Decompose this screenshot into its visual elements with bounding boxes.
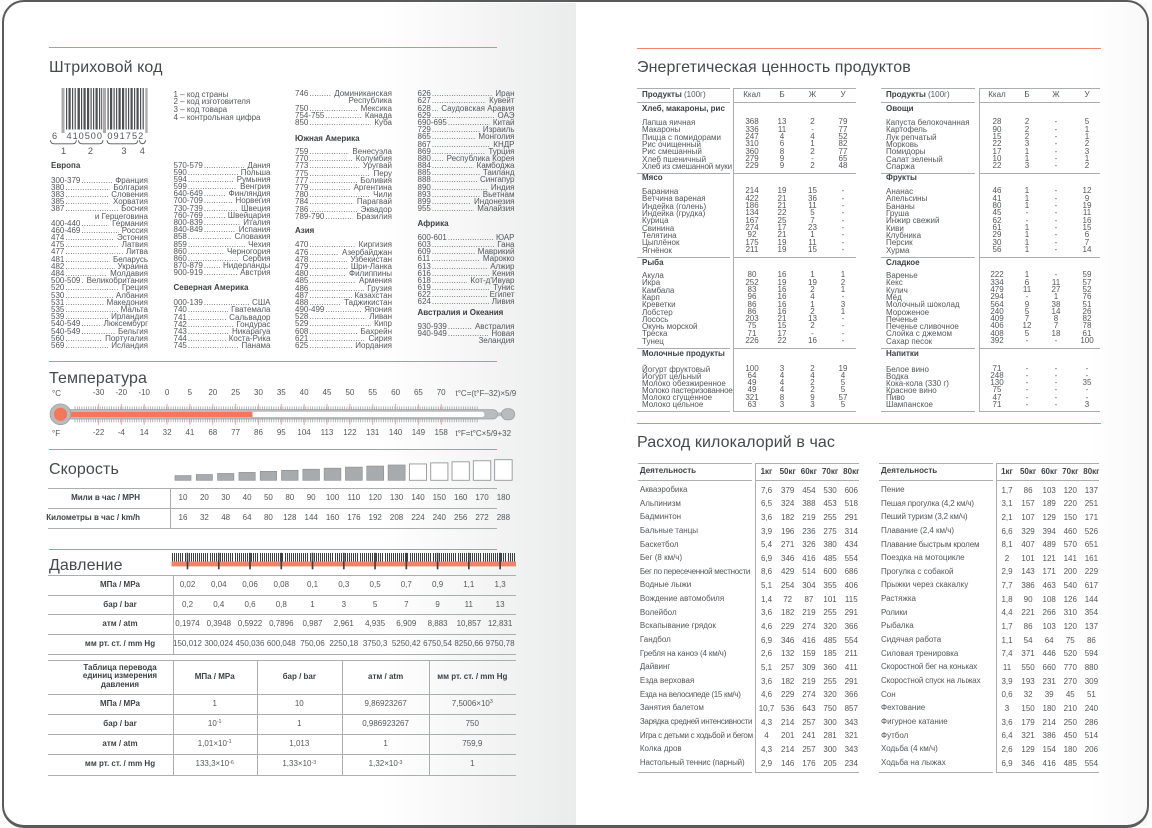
svg-text:091752: 091752 — [107, 131, 143, 141]
svg-text:2: 2 — [88, 146, 93, 156]
svg-text:4: 4 — [140, 146, 145, 156]
svg-text:3: 3 — [121, 146, 126, 156]
svg-text:410500: 410500 — [67, 131, 103, 141]
svg-text:6: 6 — [52, 131, 57, 141]
svg-text:1: 1 — [61, 146, 66, 156]
